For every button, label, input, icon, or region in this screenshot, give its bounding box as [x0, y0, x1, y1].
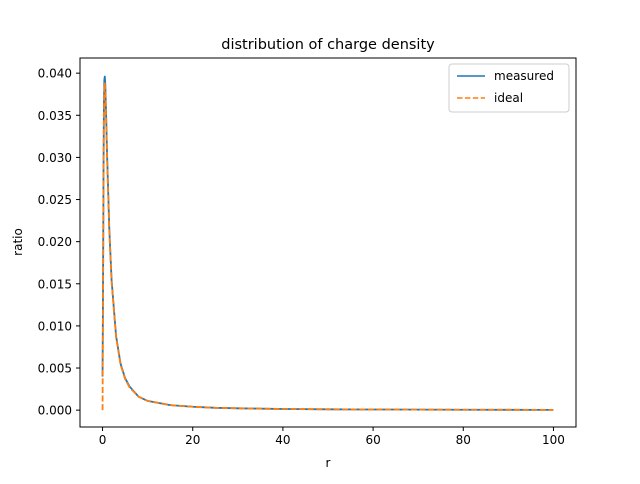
series-line-ideal	[101, 82, 554, 411]
x-tick-label: 0	[99, 433, 107, 447]
x-tick-label: 40	[275, 433, 290, 447]
y-tick-label: 0.025	[38, 193, 72, 207]
plot-frame	[79, 57, 577, 428]
legend-label-ideal: ideal	[494, 91, 523, 105]
series-layer	[101, 75, 554, 411]
x-axis-label: r	[326, 456, 331, 470]
legend-label-measured: measured	[494, 69, 554, 83]
y-tick-label: 0.015	[38, 277, 72, 291]
y-tick-label: 0.005	[38, 362, 72, 376]
chart-title: distribution of charge density	[221, 37, 435, 53]
x-tick-label: 60	[365, 433, 380, 447]
x-tick-label: 100	[542, 433, 565, 447]
y-tick-label: 0.030	[38, 151, 72, 165]
y-tick-label: 0.035	[38, 109, 72, 123]
y-axis: 0.000 0.005 0.010 0.015 0.020 0.025 0.030 0.035…	[38, 67, 80, 418]
x-axis: 0 20 40 60 80 100	[99, 427, 565, 447]
x-tick-label: 20	[185, 433, 200, 447]
y-tick-label: 0.020	[38, 235, 72, 249]
y-axis-label: ratio	[11, 228, 25, 256]
y-tick-label: 0.000	[38, 404, 72, 418]
y-tick-label: 0.010	[38, 319, 72, 333]
legend: measured ideal	[448, 63, 570, 113]
y-tick-label: 0.040	[38, 67, 72, 81]
x-tick-label: 80	[456, 433, 471, 447]
